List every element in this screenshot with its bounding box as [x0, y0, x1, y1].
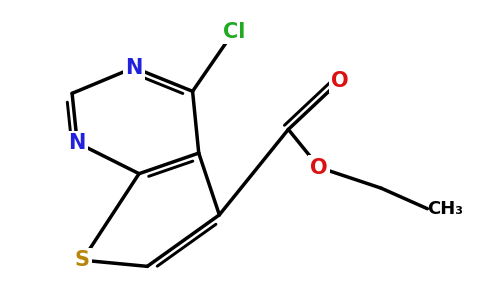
Text: CH₃: CH₃ — [427, 200, 463, 218]
Text: N: N — [69, 133, 86, 153]
Text: O: O — [310, 158, 328, 178]
Text: S: S — [75, 250, 90, 270]
Text: O: O — [331, 71, 348, 91]
Text: N: N — [125, 58, 143, 78]
Text: Cl: Cl — [223, 22, 245, 42]
